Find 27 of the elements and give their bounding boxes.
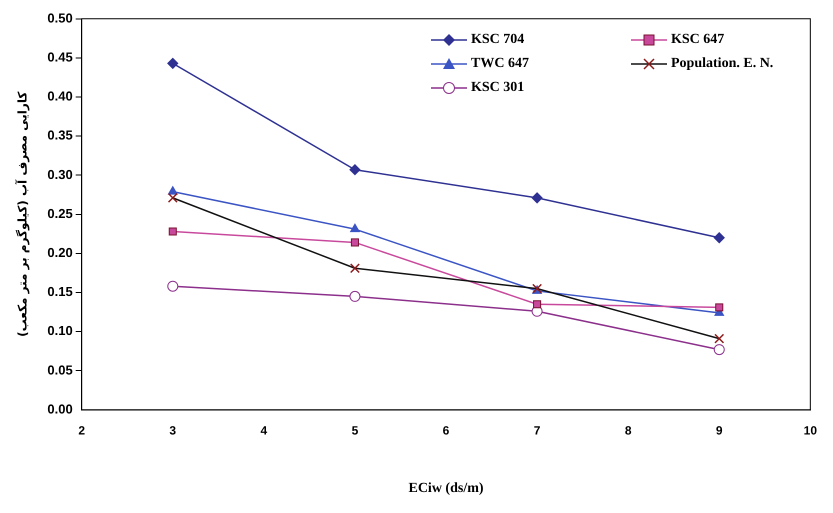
x-tick-label: 4	[260, 423, 268, 438]
legend-label: KSC 301	[471, 80, 524, 96]
y-tick-label: 0.40	[47, 88, 73, 104]
y-tick-label: 0.50	[47, 10, 73, 26]
x-axis-title: ECiw (ds/m)	[408, 481, 484, 496]
y-tick-label: 0.35	[47, 128, 73, 143]
x-tick-label: 10	[804, 423, 818, 438]
y-tick-label: 0.10	[47, 323, 73, 338]
legend-label: Population. E. N.	[671, 56, 774, 72]
x-tick-label: 7	[534, 423, 541, 438]
y-tick-label: 0.45	[47, 49, 73, 64]
y-axis-title: کارایی مصرف آب (کیلوگرم بر متر مکعب)	[14, 92, 30, 337]
x-tick-label: 2	[78, 423, 86, 438]
y-tick-label: 0.00	[47, 401, 73, 416]
legend-label: TWC 647	[471, 56, 529, 72]
legend-label: KSC 647	[671, 32, 724, 48]
y-tick-label: 0.30	[47, 166, 73, 182]
x-tick-label: 5	[352, 423, 359, 438]
y-tick-label: 0.25	[47, 206, 73, 221]
x-tick-label: 9	[716, 423, 723, 438]
y-tick-label: 0.05	[47, 362, 73, 378]
x-tick-label: 6	[442, 423, 450, 438]
x-tick-label: 8	[624, 423, 632, 438]
y-tick-label: 0.20	[47, 244, 73, 260]
x-tick-label: 3	[169, 423, 176, 438]
legend-label: KSC 704	[471, 32, 524, 48]
y-tick-label: 0.15	[47, 284, 73, 300]
